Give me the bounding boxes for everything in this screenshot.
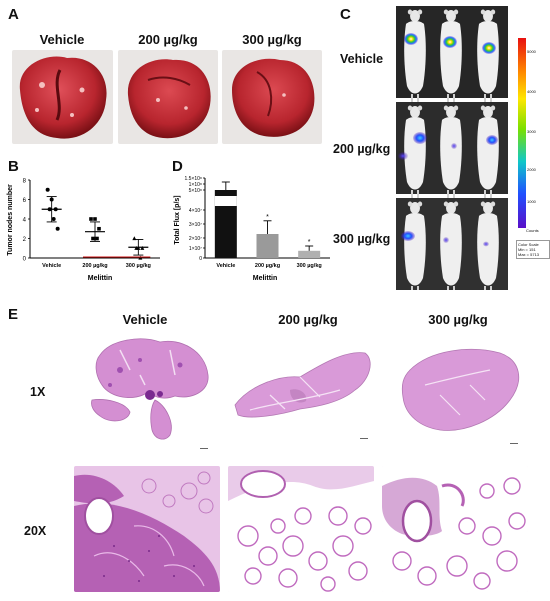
chart-d-ytick-label: 4×10⁷ — [189, 208, 202, 214]
tumor-nodes-chart: Tumor nodes number 0 2 4 6 8 Vehicle 200 µg/kg… — [7, 179, 160, 282]
lung-photo-vehicle — [12, 50, 113, 144]
chart-d-ylabel: Total Flux [p/s] — [174, 195, 181, 244]
magnification-label-1x: 1X — [30, 385, 46, 399]
chart-d-ytick-label: 0 — [199, 256, 202, 262]
chart-b-point — [140, 246, 145, 250]
chart-b-point — [51, 217, 56, 221]
chart-b-point — [138, 255, 143, 260]
panel-c-row-label-300: 300 µg/kg — [333, 232, 391, 246]
magnification-label-20x: 20X — [24, 524, 47, 538]
panel-c-row-label-vehicle: Vehicle — [340, 52, 384, 66]
panel-label-d: D — [172, 158, 183, 175]
chart-d-category-label: 300 µg/kg — [297, 263, 322, 269]
scale-note-line: Max = 5713 — [518, 252, 540, 257]
colorbar-tick: 3000 — [527, 129, 536, 134]
chart-b-point — [55, 226, 60, 231]
histology-1x-vehicle — [91, 338, 209, 449]
panel-label-c: C — [340, 6, 351, 23]
chart-b-point — [45, 187, 50, 192]
chart-d-ytick-label: 1×10⁸ — [189, 182, 202, 188]
lung-photo-300 — [222, 50, 322, 144]
chart-b-xlabel: Melittin — [88, 275, 113, 282]
chart-b-category-label: Vehicle — [42, 263, 61, 269]
chart-b-ytick-label: 8 — [23, 179, 27, 185]
luminescence-colorbar — [518, 38, 526, 228]
colorbar-tick: 5000 — [527, 49, 536, 54]
histology-1x-200 — [234, 352, 371, 439]
colorbar-tick: 1000 — [527, 199, 536, 204]
chart-b-category-label: 200 µg/kg — [82, 263, 107, 269]
histology-20x-200 — [228, 466, 374, 592]
chart-d-xlabel: Melittin — [253, 275, 278, 282]
chart-d-ytick-label: 5×10⁸ — [189, 188, 202, 194]
chart-b-ylabel: Tumor nodes number — [7, 184, 14, 256]
histology-20x-vehicle — [74, 466, 220, 592]
ivis-imaging-grid — [396, 6, 508, 295]
chart-b-point — [97, 226, 101, 231]
chart-b-ytick-label: 6 — [23, 198, 27, 204]
chart-b-point — [89, 217, 93, 221]
ivis-mouse-images — [396, 6, 508, 295]
colorbar-tick-labels: 5000 4000 3000 2000 1000 — [527, 50, 549, 220]
lung-photo-200 — [118, 50, 218, 144]
panel-c-row-label-200: 200 µg/kg — [333, 142, 391, 156]
chart-d-axis-break — [214, 196, 237, 206]
panel-label-e: E — [8, 306, 19, 323]
panel-e-group-label-300: 300 µg/kg — [428, 312, 488, 327]
chart-d-category-label: 200 µg/kg — [255, 263, 280, 269]
panel-label-b: B — [8, 158, 19, 175]
colorbar-counts-label: Counts — [526, 228, 539, 233]
histology-1x-300 — [401, 348, 519, 444]
panel-a-group-label-200: 200 µg/kg — [138, 32, 198, 47]
chart-b-point — [95, 236, 99, 241]
scale-note-line: Min = 151 — [518, 247, 536, 252]
colorbar-tick: 4000 — [527, 89, 536, 94]
colorbar-tick: 2000 — [527, 167, 536, 172]
panel-e-group-label-vehicle: Vehicle — [122, 312, 168, 327]
chart-d-ytick-label: 1×10⁷ — [189, 246, 202, 252]
scale-note-line: Color Scale — [518, 242, 539, 247]
colorbar-scale-note: Color Scale Min = 151 Max = 5713 — [516, 240, 550, 259]
panel-a-group-label-vehicle: Vehicle — [39, 32, 85, 47]
chart-d-ytick-label: 2×10⁷ — [189, 236, 202, 242]
chart-d-category-label: Vehicle — [216, 263, 235, 269]
chart-d-ytick-label: 3×10⁷ — [189, 222, 202, 228]
histology-20x-300 — [382, 466, 528, 592]
chart-d-significance: * — [308, 239, 311, 246]
chart-d-ytick-label: 1.5×10⁸ — [184, 176, 202, 182]
panel-a-group-label-300: 300 µg/kg — [242, 32, 302, 47]
chart-d-bar — [256, 234, 279, 258]
panel-label-a: A — [8, 6, 19, 23]
chart-d-bar — [298, 250, 321, 258]
chart-b-ytick-label: 4 — [23, 218, 27, 224]
chart-b-ytick-label: 0 — [23, 257, 27, 263]
chart-d-bar — [214, 190, 237, 258]
chart-b-category-label: 300 µg/kg — [126, 263, 151, 269]
chart-b-point — [91, 236, 95, 241]
chart-b-ytick-label: 2 — [23, 237, 27, 243]
chart-d-significance: * — [266, 214, 269, 221]
chart-b-point — [93, 217, 97, 221]
panel-e-group-label-200: 200 µg/kg — [278, 312, 338, 327]
chart-b-point — [134, 246, 139, 250]
